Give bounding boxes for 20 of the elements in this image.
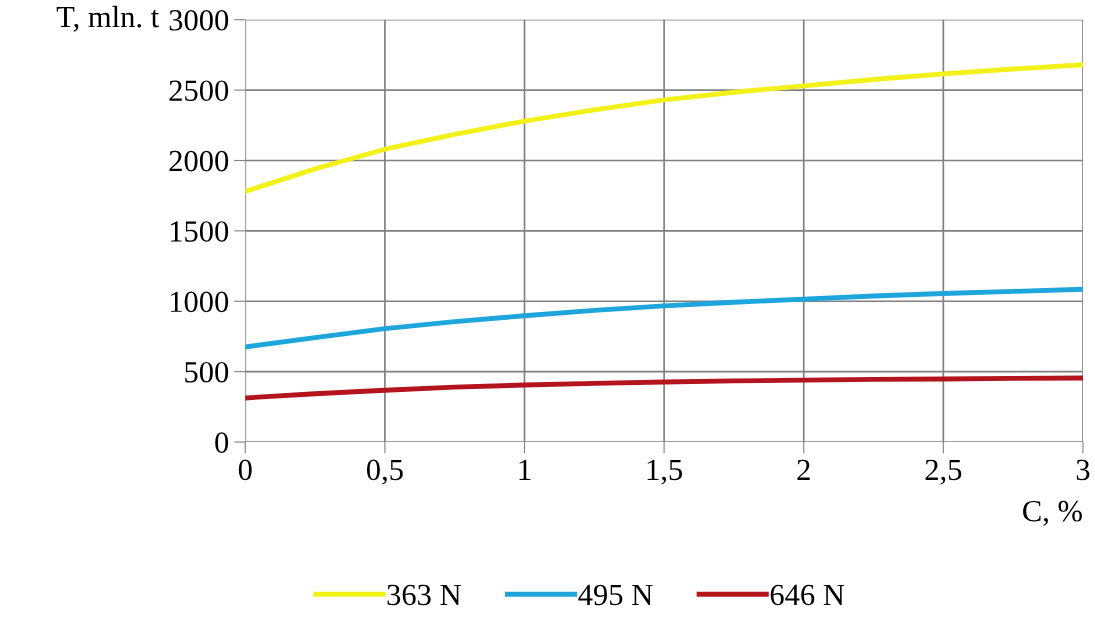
x-tick-label: 0 <box>238 459 252 481</box>
x-tick-label: 2,5 <box>925 459 962 485</box>
y-tick-label: 1500 <box>170 221 229 242</box>
x-tick-label: 2 <box>797 459 810 480</box>
x-tick-label: 3 <box>1076 459 1090 481</box>
y-tick-label: 2500 <box>169 80 229 101</box>
y-tick-label: 3000 <box>169 10 229 31</box>
legend-label: 646 N <box>770 584 845 606</box>
legend-label: 495 N <box>578 584 653 606</box>
y-axis-title: T, mln. t <box>56 5 159 32</box>
legend-label: 363 N <box>387 584 461 606</box>
line-series <box>245 375 1083 401</box>
x-axis-title: C, % <box>1023 500 1082 526</box>
x-tick-label: 0,5 <box>366 459 403 485</box>
y-tick-label: 1000 <box>170 291 229 313</box>
x-tick-label: 1 <box>519 459 531 480</box>
y-tick-label: 500 <box>185 361 229 383</box>
x-tick-label: 1,5 <box>647 459 683 485</box>
y-tick-label: 2000 <box>169 150 229 172</box>
y-tick-label: 0 <box>215 432 229 453</box>
